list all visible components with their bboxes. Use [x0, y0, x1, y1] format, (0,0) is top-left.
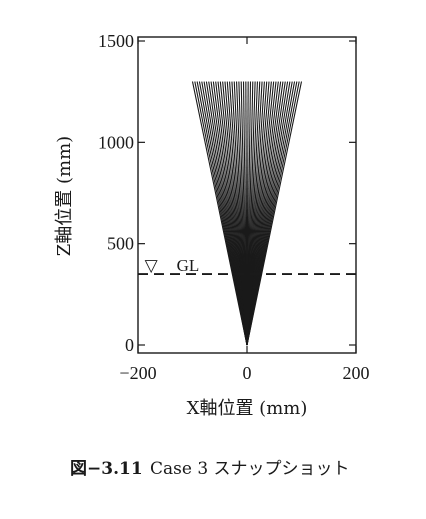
y-tick-label: 1500 [98, 31, 134, 51]
y-tick-label: 0 [125, 335, 134, 355]
caption-text: Case 3 スナップショット [150, 459, 350, 479]
ground-level-label: GL [177, 256, 200, 275]
x-tick-label: 0 [243, 363, 252, 383]
ground-level-marker-icon: ▽ [145, 256, 159, 275]
axis-ticks: 0 500 1000 1500 −200 0 200 [98, 31, 370, 383]
spray-core [238, 253, 256, 345]
x-axis-label: X軸位置 (mm) [187, 398, 308, 419]
y-tick-label: 1000 [98, 132, 134, 152]
spray-line [246, 81, 303, 346]
caption-prefix: 図−3.11 [70, 459, 143, 479]
spray-fan [191, 81, 303, 346]
y-tick-label: 500 [107, 234, 134, 254]
x-tick-label: −200 [119, 363, 156, 383]
y-axis-label: Z軸位置 (mm) [54, 136, 75, 256]
x-tick-label: 200 [343, 363, 370, 383]
